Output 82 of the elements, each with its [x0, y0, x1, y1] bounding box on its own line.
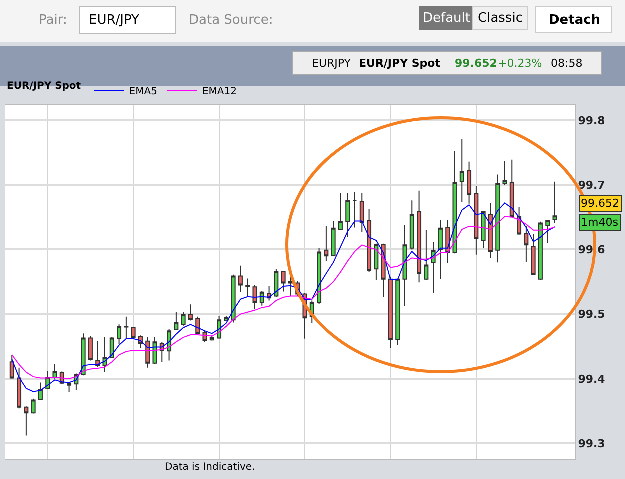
text: 99.652 — [455, 57, 498, 70]
candlestick — [467, 161, 472, 204]
text: Pair: — [39, 13, 68, 28]
candlestick — [417, 190, 422, 284]
candlestick — [231, 274, 236, 324]
candlestick — [181, 312, 186, 326]
candlestick — [124, 316, 129, 340]
candlestick — [524, 226, 529, 262]
candlestick — [88, 336, 93, 362]
candlestick — [152, 337, 158, 365]
y-tick-label: 99.5 — [578, 308, 606, 322]
candlestick — [481, 210, 486, 249]
candlestick — [67, 382, 72, 393]
candlestick — [396, 278, 400, 346]
candlestick — [538, 221, 543, 281]
candlestick — [488, 202, 493, 259]
y-tick-label: 99.4 — [578, 372, 606, 386]
candlestick — [367, 208, 372, 273]
candlestick — [352, 192, 358, 228]
candlestick — [24, 406, 29, 436]
candlestick — [274, 268, 279, 298]
text: EUR/JPY Spot — [359, 57, 440, 70]
candlestick — [260, 290, 264, 306]
candlestick — [38, 382, 43, 401]
candlestick — [346, 193, 350, 238]
candlestick — [496, 174, 500, 264]
candlestick — [424, 230, 429, 281]
candlestick — [17, 367, 22, 410]
candlestick — [317, 248, 322, 304]
candlestick — [252, 284, 258, 310]
candlestick — [502, 160, 508, 186]
text: EUR/JPY — [89, 13, 140, 28]
text: Data is Indicative. — [165, 462, 256, 473]
candlestick — [552, 181, 558, 224]
candlestick — [188, 304, 193, 322]
legend-title: EUR/JPY Spot — [7, 81, 82, 92]
candlestick — [360, 193, 364, 233]
candlestick — [438, 219, 443, 280]
candlestick — [374, 243, 379, 281]
text: Classic — [478, 11, 523, 26]
candlestick — [402, 224, 408, 308]
source-note: Data Source: — [189, 13, 274, 28]
candlestick — [224, 316, 229, 322]
candlestick — [410, 200, 414, 250]
candlestick — [10, 354, 14, 380]
candlestick — [388, 276, 393, 350]
candlestick — [531, 234, 536, 276]
candlestick — [102, 337, 108, 373]
candlestick — [238, 265, 243, 293]
candlestick — [474, 186, 479, 256]
candlestick — [174, 312, 179, 331]
y-tick-label: 99.7 — [578, 178, 606, 192]
text: +0.23% — [498, 57, 542, 70]
candlestick — [331, 220, 336, 257]
candlestick — [510, 159, 514, 218]
candlestick — [146, 337, 150, 368]
text: Default — [423, 11, 470, 26]
y-tick-label: 99.8 — [578, 114, 606, 128]
candlestick — [210, 335, 214, 342]
text: 1m40s — [581, 216, 619, 229]
candlestick — [546, 219, 550, 244]
legend-label: EMA5 — [129, 86, 158, 98]
text: Detach — [549, 13, 601, 28]
text: 08:58 — [551, 57, 583, 70]
legend-label: EMA12 — [202, 86, 237, 98]
candlestick — [281, 270, 286, 292]
candlestick — [117, 324, 122, 345]
candlestick — [460, 138, 464, 204]
candlestick — [452, 151, 458, 254]
candlestick — [52, 364, 58, 378]
candlestick — [324, 226, 329, 262]
candlestick — [31, 398, 36, 414]
candlestick — [110, 337, 114, 359]
candlestick — [96, 340, 100, 368]
candlestick — [338, 193, 343, 231]
candlestick — [196, 316, 200, 336]
candlestick — [131, 326, 136, 340]
y-tick-label: 99.3 — [578, 437, 606, 450]
candlestick — [81, 333, 86, 376]
text: EURJPY — [312, 57, 352, 70]
text: 99.652 — [581, 197, 620, 210]
candlestick — [246, 278, 250, 297]
